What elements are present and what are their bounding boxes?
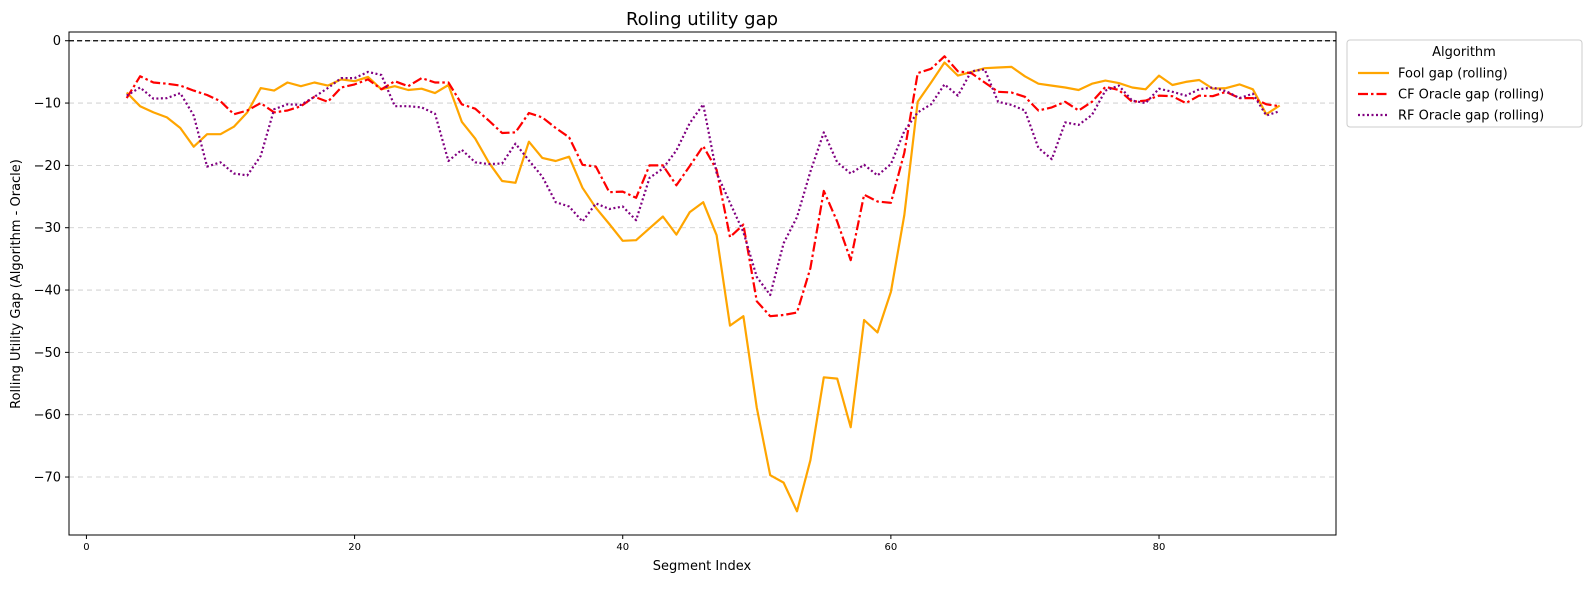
y-tick-label: 0 [53,34,61,49]
y-tick-label: −20 [34,159,61,174]
x-axis-label: Segment Index [653,559,752,574]
y-tick-label: −70 [34,471,61,486]
legend: Algorithm Fool gap (rolling) CF Oracle ga… [1346,39,1583,128]
legend-label: Fool gap (rolling) [1398,67,1508,82]
x-tick-label: 60 [885,542,898,553]
plot-area-frame [68,31,1337,536]
series-group [125,55,1281,513]
legend-items: Fool gap (rolling) CF Oracle gap (rolling… [1358,67,1544,124]
y-axis-ticks: 0 −10 −20 −30 −40 −50 −60 −70 [34,34,69,486]
y-tick-label: −40 [34,284,61,299]
y-axis-label: Rolling Utility Gap (Algorithm - Oracle) [9,159,24,409]
legend-title: Algorithm [1432,45,1496,60]
x-tick-label: 20 [348,542,361,553]
series-line [125,61,1281,513]
y-tick-label: −60 [34,408,61,423]
y-tick-label: −30 [34,221,61,236]
x-tick-label: 40 [616,542,629,553]
chart-title: Roling utility gap [626,9,778,30]
y-tick-label: −10 [34,97,61,112]
legend-box [1346,39,1583,128]
y-tick-label: −50 [34,346,61,361]
legend-label: CF Oracle gap (rolling) [1398,88,1544,103]
legend-label: RF Oracle gap (rolling) [1398,109,1544,124]
series-line [125,55,1280,318]
x-axis-ticks: 0 20 40 60 80 [83,535,1165,553]
x-tick-label: 80 [1153,542,1166,553]
x-tick-label: 0 [83,542,89,553]
